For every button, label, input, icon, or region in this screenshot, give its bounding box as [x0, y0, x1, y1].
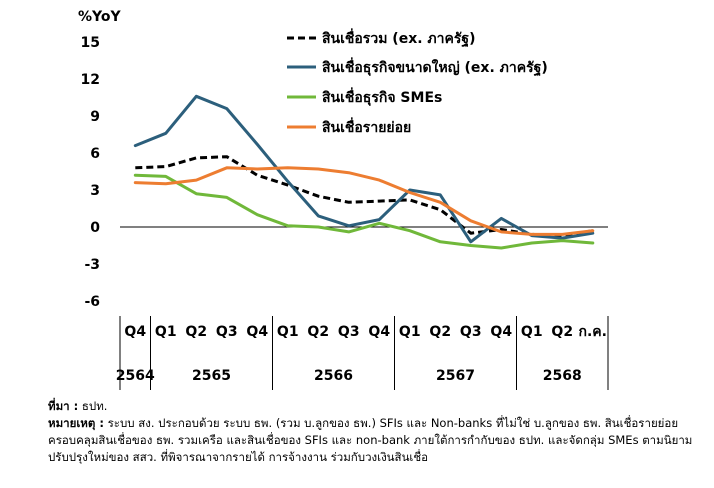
year-label: 2568 [543, 368, 582, 384]
y-tick-label: 0 [90, 220, 100, 236]
y-axis: 15 12 9 6 3 0 -3 -6 [81, 35, 101, 310]
x-tick-label: Q2 [429, 324, 451, 340]
year-label: 2565 [192, 368, 231, 384]
x-tick-label: Q2 [185, 324, 207, 340]
y-tick-label: 3 [90, 183, 100, 199]
legend: สินเชื่อรวม (ex. ภาครัฐ) สินเชื่อธุรกิจขน… [287, 28, 548, 136]
x-tick-label: Q3 [338, 324, 360, 340]
x-axis: Q4 Q1 Q2 Q3 Q4 Q1 Q2 Q3 Q4 Q1 Q2 Q3 Q4 Q1 Q2 ก.ค. 2564 25… [116, 316, 609, 390]
x-tick-label: Q4 [368, 324, 390, 340]
x-tick-label: Q1 [399, 324, 421, 340]
y-tick-label: 12 [81, 72, 100, 88]
year-label: 2566 [314, 368, 353, 384]
series-lines [133, 94, 595, 250]
x-tick-label: Q3 [460, 324, 482, 340]
x-tick-label: Q3 [216, 324, 238, 340]
source-line: ที่มา : ธปท. [48, 398, 698, 415]
series-line-2 [133, 173, 595, 250]
legend-label-0: สินเชื่อรวม (ex. ภาครัฐ) [322, 28, 476, 48]
year-label: 2564 [116, 368, 155, 384]
legend-label-3: สินเชื่อรายย่อย [322, 117, 412, 136]
x-tick-label: Q1 [155, 324, 177, 340]
series-line-1 [133, 94, 595, 244]
x-tick-label: Q1 [277, 324, 299, 340]
x-tick-label: Q4 [490, 324, 512, 340]
y-tick-label: -6 [84, 294, 100, 310]
source-label: ที่มา : [48, 399, 79, 413]
x-tick-label: Q2 [307, 324, 329, 340]
series-line-3 [133, 166, 595, 236]
x-tick-label: Q4 [124, 324, 146, 340]
chart: %YoY 15 12 9 6 3 0 -3 -6 Q4 Q1 Q2 Q3 Q4 Q1 Q2 Q3 Q4 Q1 Q2… [78, 9, 609, 390]
y-tick-label: 6 [90, 146, 100, 162]
note-text: ระบบ สง. ประกอบด้วย ระบบ ธพ. (รวม บ.ลูกข… [48, 416, 693, 464]
year-label: 2567 [436, 368, 475, 384]
note-label: หมายเหตุ : [48, 416, 104, 430]
legend-label-1: สินเชื่อธุรกิจขนาดใหญ่ (ex. ภาครัฐ) [322, 57, 548, 77]
y-tick-label: 9 [90, 109, 100, 125]
legend-label-2: สินเชื่อธุรกิจ SMEs [322, 87, 443, 106]
y-axis-label: %YoY [78, 9, 121, 25]
y-tick-label: 15 [81, 35, 100, 51]
x-tick-label: ก.ค. [579, 324, 607, 340]
x-tick-label: Q1 [521, 324, 543, 340]
note-line: หมายเหตุ : ระบบ สง. ประกอบด้วย ระบบ ธพ. … [48, 415, 698, 466]
x-tick-label: Q2 [551, 324, 573, 340]
source-text: ธปท. [81, 399, 108, 413]
y-tick-label: -3 [84, 257, 100, 273]
chart-notes: ที่มา : ธปท. หมายเหตุ : ระบบ สง. ประกอบด… [48, 398, 698, 466]
x-tick-label: Q4 [246, 324, 268, 340]
